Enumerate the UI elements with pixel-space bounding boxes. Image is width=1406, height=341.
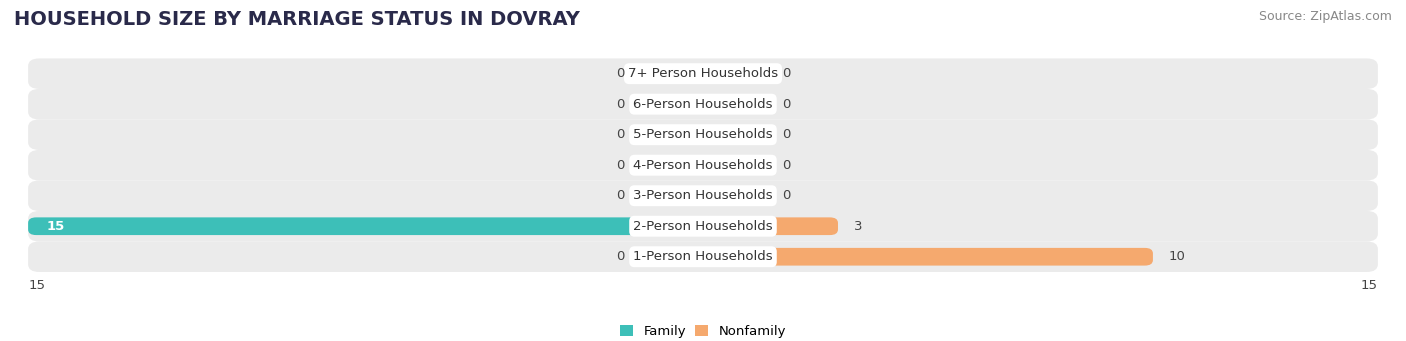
Text: 0: 0 [616, 250, 624, 263]
Text: 0: 0 [616, 159, 624, 172]
Text: 0: 0 [782, 67, 790, 80]
FancyBboxPatch shape [636, 187, 703, 205]
FancyBboxPatch shape [703, 65, 770, 83]
Text: 3-Person Households: 3-Person Households [633, 189, 773, 202]
FancyBboxPatch shape [703, 95, 770, 113]
Text: 15: 15 [1361, 279, 1378, 292]
FancyBboxPatch shape [636, 65, 703, 83]
FancyBboxPatch shape [28, 211, 1378, 241]
Text: 6-Person Households: 6-Person Households [633, 98, 773, 111]
Text: 0: 0 [782, 189, 790, 202]
Text: 2-Person Households: 2-Person Households [633, 220, 773, 233]
FancyBboxPatch shape [703, 187, 770, 205]
Text: 7+ Person Households: 7+ Person Households [628, 67, 778, 80]
Text: 5-Person Households: 5-Person Households [633, 128, 773, 141]
FancyBboxPatch shape [636, 157, 703, 174]
FancyBboxPatch shape [28, 58, 1378, 89]
Text: 15: 15 [28, 279, 45, 292]
Legend: Family, Nonfamily: Family, Nonfamily [620, 325, 786, 338]
Text: 15: 15 [46, 220, 65, 233]
Text: 0: 0 [782, 98, 790, 111]
FancyBboxPatch shape [636, 126, 703, 144]
FancyBboxPatch shape [703, 217, 838, 235]
FancyBboxPatch shape [28, 180, 1378, 211]
FancyBboxPatch shape [28, 150, 1378, 180]
Text: 3: 3 [853, 220, 862, 233]
FancyBboxPatch shape [636, 248, 703, 266]
Text: HOUSEHOLD SIZE BY MARRIAGE STATUS IN DOVRAY: HOUSEHOLD SIZE BY MARRIAGE STATUS IN DOV… [14, 10, 579, 29]
Text: 0: 0 [616, 67, 624, 80]
Text: 4-Person Households: 4-Person Households [633, 159, 773, 172]
FancyBboxPatch shape [28, 241, 1378, 272]
FancyBboxPatch shape [703, 248, 1153, 266]
Text: 0: 0 [782, 128, 790, 141]
FancyBboxPatch shape [28, 119, 1378, 150]
Text: 0: 0 [782, 159, 790, 172]
FancyBboxPatch shape [703, 157, 770, 174]
Text: 0: 0 [616, 128, 624, 141]
Text: 0: 0 [616, 98, 624, 111]
Text: 0: 0 [616, 189, 624, 202]
FancyBboxPatch shape [636, 95, 703, 113]
Text: 10: 10 [1168, 250, 1185, 263]
FancyBboxPatch shape [28, 89, 1378, 119]
FancyBboxPatch shape [703, 126, 770, 144]
Text: Source: ZipAtlas.com: Source: ZipAtlas.com [1258, 10, 1392, 23]
FancyBboxPatch shape [28, 217, 703, 235]
Text: 1-Person Households: 1-Person Households [633, 250, 773, 263]
